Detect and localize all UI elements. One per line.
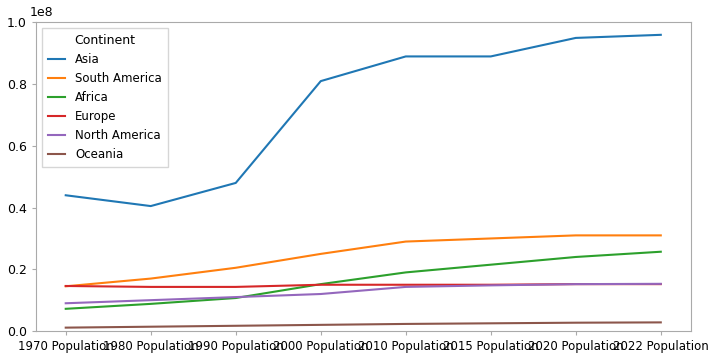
Europe bbox=[316, 283, 325, 287]
Asia bbox=[402, 54, 410, 59]
Oceania bbox=[231, 324, 240, 328]
South America bbox=[657, 233, 665, 238]
Asia bbox=[487, 54, 495, 59]
Oceania bbox=[316, 323, 325, 327]
South America bbox=[146, 276, 155, 281]
Asia bbox=[231, 181, 240, 185]
Oceania bbox=[402, 322, 410, 326]
Africa bbox=[316, 282, 325, 286]
Asia bbox=[61, 193, 70, 197]
Africa bbox=[402, 270, 410, 275]
South America bbox=[316, 252, 325, 256]
Africa bbox=[572, 255, 580, 259]
Line: Africa: Africa bbox=[66, 252, 661, 309]
North America bbox=[402, 285, 410, 289]
Europe bbox=[487, 283, 495, 287]
South America bbox=[231, 266, 240, 270]
North America bbox=[487, 283, 495, 288]
Asia bbox=[146, 204, 155, 208]
Africa bbox=[657, 249, 665, 254]
Africa bbox=[146, 302, 155, 306]
Asia bbox=[572, 36, 580, 40]
Asia bbox=[316, 79, 325, 83]
South America bbox=[572, 233, 580, 238]
North America bbox=[231, 295, 240, 299]
North America bbox=[316, 292, 325, 296]
Text: 1e8: 1e8 bbox=[30, 6, 53, 19]
Line: Oceania: Oceania bbox=[66, 323, 661, 328]
South America bbox=[487, 236, 495, 240]
Africa bbox=[61, 307, 70, 311]
South America bbox=[61, 284, 70, 288]
South America bbox=[402, 239, 410, 244]
North America bbox=[61, 301, 70, 305]
Line: Europe: Europe bbox=[66, 284, 661, 287]
Africa bbox=[231, 296, 240, 300]
Europe bbox=[572, 282, 580, 286]
Europe bbox=[231, 285, 240, 289]
North America bbox=[572, 282, 580, 286]
Africa bbox=[487, 262, 495, 267]
Europe bbox=[61, 284, 70, 288]
Oceania bbox=[146, 325, 155, 329]
Europe bbox=[146, 285, 155, 289]
Line: North America: North America bbox=[66, 284, 661, 303]
Europe bbox=[657, 282, 665, 286]
Asia bbox=[657, 33, 665, 37]
North America bbox=[146, 298, 155, 302]
Oceania bbox=[572, 320, 580, 325]
Europe bbox=[402, 283, 410, 287]
Line: Asia: Asia bbox=[66, 35, 661, 206]
North America bbox=[657, 282, 665, 286]
Oceania bbox=[61, 325, 70, 330]
Line: South America: South America bbox=[66, 235, 661, 286]
Legend: Asia, South America, Africa, Europe, North America, Oceania: Asia, South America, Africa, Europe, Nor… bbox=[42, 28, 168, 167]
Oceania bbox=[657, 320, 665, 325]
Oceania bbox=[487, 321, 495, 325]
